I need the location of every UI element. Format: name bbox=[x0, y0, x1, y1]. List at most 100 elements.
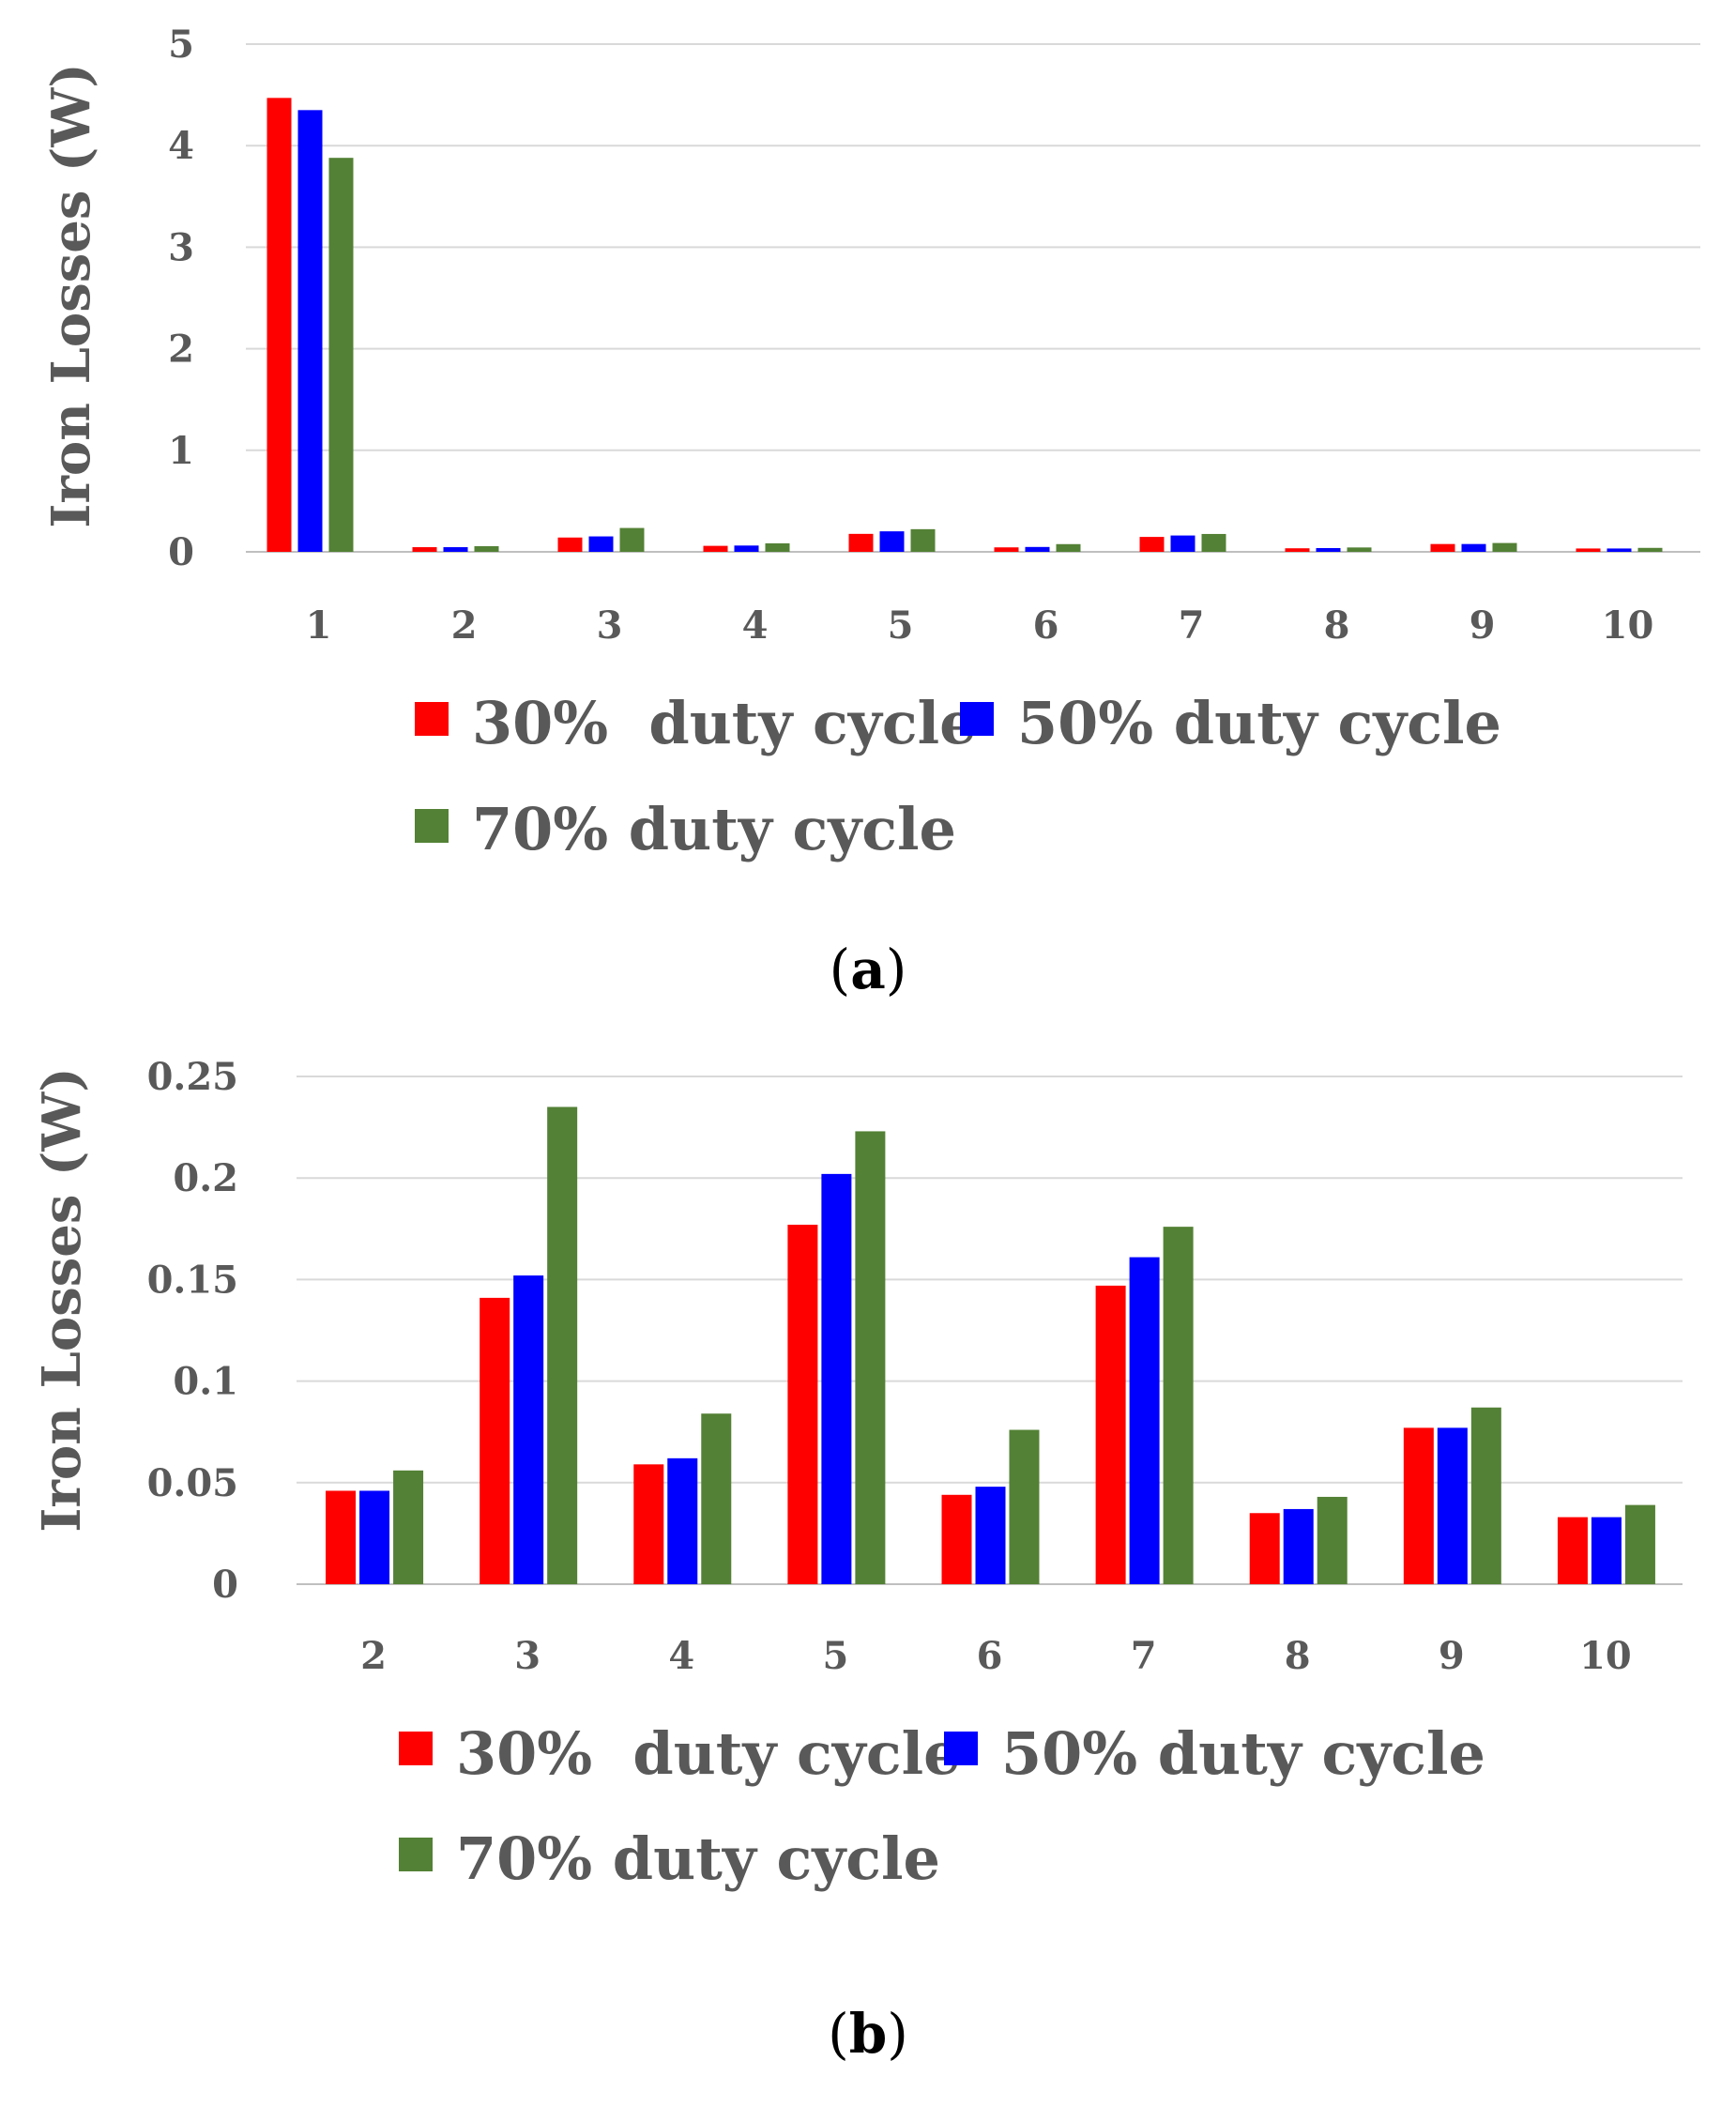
bar-a-cat1-s1 bbox=[297, 110, 323, 552]
x-tick-label-b: 7 bbox=[1131, 1634, 1157, 1678]
x-tick-label-a: 6 bbox=[1033, 603, 1059, 648]
bar-b-cat7-s0 bbox=[1095, 1285, 1126, 1584]
bar-b-cat10-s2 bbox=[1624, 1504, 1655, 1584]
y-axis-label-a: Iron Losses (W) bbox=[40, 63, 102, 528]
bar-a-cat1-s0 bbox=[266, 98, 292, 552]
y-tick-label-a: 0 bbox=[168, 530, 194, 574]
bar-b-cat5-s1 bbox=[821, 1173, 852, 1584]
caption-letter-a: a bbox=[850, 938, 886, 1001]
bar-b-cat7-s1 bbox=[1129, 1257, 1160, 1584]
bar-a-cat3-s2 bbox=[619, 527, 645, 552]
bars-a bbox=[266, 98, 1663, 552]
bar-b-cat5-s0 bbox=[787, 1224, 818, 1584]
legend-label-30-b: 30% duty cycle bbox=[456, 1719, 961, 1788]
bar-b-cat4-s1 bbox=[667, 1457, 698, 1584]
bars-b bbox=[326, 1106, 1655, 1584]
y-tick-label-b: 0.15 bbox=[147, 1258, 238, 1302]
x-tick-label-a: 2 bbox=[451, 603, 478, 648]
x-tick-label-b: 5 bbox=[822, 1634, 848, 1678]
legend-label-70-b: 70% duty cycle bbox=[456, 1824, 940, 1893]
bar-a-cat3-s0 bbox=[557, 537, 583, 552]
bar-a-cat6-s1 bbox=[1025, 546, 1050, 552]
x-tick-label-a: 7 bbox=[1179, 603, 1205, 648]
chart-panel-a: 0 1 2 3 4 5 Iron Losses (W) 1 2 3 4 5 6 7 8 9 10 30% d… bbox=[40, 23, 1700, 1001]
x-tick-labels-b: 2 3 4 5 6 7 8 9 10 bbox=[360, 1634, 1632, 1678]
legend-label-50-b: 50% duty cycle bbox=[1001, 1719, 1485, 1788]
legend-swatch-70-a bbox=[415, 809, 449, 843]
y-tick-label-a: 3 bbox=[168, 225, 194, 269]
bar-b-cat10-s1 bbox=[1591, 1517, 1622, 1584]
bar-b-cat6-s0 bbox=[941, 1494, 972, 1584]
y-tick-labels-b: 0 0.05 0.1 0.15 0.2 0.25 bbox=[147, 1055, 238, 1607]
caption-open-b: ( bbox=[828, 2002, 849, 2066]
bar-b-cat9-s0 bbox=[1403, 1427, 1434, 1584]
y-tick-label-a: 1 bbox=[168, 429, 194, 473]
y-tick-label-b: 0 bbox=[212, 1563, 238, 1607]
bar-a-cat8-s1 bbox=[1316, 547, 1341, 552]
bar-b-cat6-s2 bbox=[1009, 1429, 1040, 1584]
panel-caption-b: (b) bbox=[828, 2002, 908, 2066]
bar-b-cat7-s2 bbox=[1163, 1227, 1194, 1584]
legend-swatch-70-b bbox=[399, 1838, 433, 1871]
caption-letter-b: b bbox=[849, 2002, 888, 2066]
y-tick-label-b: 0.05 bbox=[147, 1461, 238, 1505]
bar-a-cat10-s2 bbox=[1637, 547, 1663, 552]
bar-b-cat3-s2 bbox=[547, 1106, 578, 1584]
y-tick-label-b: 0.25 bbox=[147, 1055, 238, 1099]
bar-a-cat8-s0 bbox=[1285, 548, 1310, 552]
x-tick-label-b: 2 bbox=[360, 1634, 387, 1678]
bar-a-cat4-s1 bbox=[734, 545, 759, 552]
bar-a-cat6-s0 bbox=[994, 547, 1019, 552]
x-tick-label-b: 6 bbox=[977, 1634, 1003, 1678]
x-tick-labels-a: 1 2 3 4 5 6 7 8 9 10 bbox=[306, 603, 1654, 648]
legend-item-50-b: 50% duty cycle bbox=[944, 1719, 1485, 1788]
legend-swatch-50-a bbox=[960, 702, 994, 736]
bar-b-cat2-s1 bbox=[359, 1490, 390, 1584]
bar-b-cat9-s2 bbox=[1470, 1407, 1501, 1584]
bar-b-cat8-s0 bbox=[1249, 1513, 1280, 1584]
bar-b-cat2-s0 bbox=[326, 1490, 357, 1584]
gridlines-a bbox=[246, 43, 1700, 553]
bar-b-cat4-s2 bbox=[701, 1413, 732, 1584]
x-tick-label-b: 9 bbox=[1439, 1634, 1465, 1678]
x-tick-label-b: 4 bbox=[668, 1634, 694, 1678]
bar-a-cat2-s2 bbox=[474, 545, 499, 552]
bar-a-cat10-s1 bbox=[1607, 548, 1632, 552]
y-tick-label-b: 0.2 bbox=[173, 1156, 238, 1200]
bar-a-cat10-s0 bbox=[1576, 548, 1601, 552]
bar-a-cat4-s2 bbox=[765, 542, 790, 552]
y-tick-label-a: 4 bbox=[168, 124, 194, 168]
legend-item-50-a: 50% duty cycle bbox=[960, 689, 1501, 757]
bar-a-cat7-s1 bbox=[1170, 535, 1195, 552]
bar-b-cat8-s2 bbox=[1317, 1496, 1348, 1584]
legend-item-70-a: 70% duty cycle bbox=[415, 795, 956, 863]
bar-a-cat6-s2 bbox=[1056, 543, 1081, 552]
legend-item-70-b: 70% duty cycle bbox=[399, 1824, 940, 1893]
caption-open-a: ( bbox=[830, 938, 851, 1001]
x-tick-label-a: 10 bbox=[1602, 603, 1654, 648]
y-tick-label-b: 0.1 bbox=[173, 1360, 238, 1404]
y-tick-label-a: 2 bbox=[168, 328, 194, 372]
bar-b-cat6-s1 bbox=[975, 1487, 1006, 1584]
legend-item-30-a: 30% duty cycle bbox=[415, 689, 977, 757]
legend-swatch-30-b bbox=[399, 1732, 433, 1765]
x-tick-label-a: 5 bbox=[888, 603, 914, 648]
bar-a-cat9-s1 bbox=[1461, 543, 1486, 552]
x-tick-label-a: 8 bbox=[1324, 603, 1350, 648]
x-tick-label-b: 3 bbox=[514, 1634, 541, 1678]
y-tick-labels-a: 0 1 2 3 4 5 bbox=[168, 23, 194, 574]
legend-swatch-50-b bbox=[944, 1732, 978, 1765]
legend-label-70-a: 70% duty cycle bbox=[472, 795, 956, 863]
bar-b-cat2-s2 bbox=[393, 1470, 424, 1584]
bar-b-cat4-s0 bbox=[633, 1464, 664, 1584]
legend-b: 30% duty cycle 50% duty cycle 70% duty c… bbox=[399, 1719, 1485, 1893]
legend-label-50-a: 50% duty cycle bbox=[1017, 689, 1501, 757]
legend-item-30-b: 30% duty cycle bbox=[399, 1719, 961, 1788]
chart-panel-b: 0 0.05 0.1 0.15 0.2 0.25 Iron Losses (W) 2 3 4 5… bbox=[31, 1055, 1683, 2066]
panel-caption-a: (a) bbox=[830, 938, 907, 1001]
bar-b-cat8-s1 bbox=[1283, 1508, 1314, 1584]
x-tick-label-a: 4 bbox=[742, 603, 769, 648]
bar-b-cat3-s0 bbox=[480, 1297, 510, 1584]
